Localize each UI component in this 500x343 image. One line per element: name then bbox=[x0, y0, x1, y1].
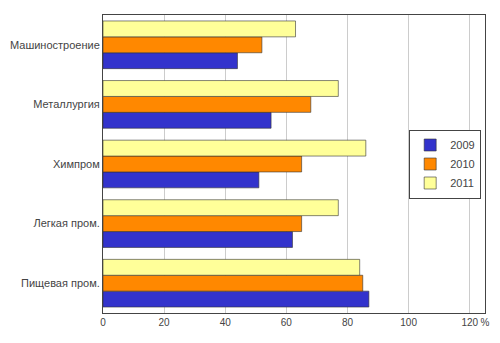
svg-text:100: 100 bbox=[400, 317, 417, 328]
svg-text:2010: 2010 bbox=[450, 158, 474, 170]
svg-text:2009: 2009 bbox=[450, 139, 474, 151]
svg-text:%: % bbox=[481, 317, 490, 328]
svg-text:40: 40 bbox=[220, 317, 232, 328]
svg-text:20: 20 bbox=[159, 317, 171, 328]
svg-text:Пищевая пром.: Пищевая пром. bbox=[21, 277, 100, 289]
svg-text:Металлургия: Металлургия bbox=[33, 98, 100, 110]
svg-text:Машиностроение: Машиностроение bbox=[10, 39, 100, 51]
svg-text:2011: 2011 bbox=[450, 177, 474, 189]
svg-text:120: 120 bbox=[461, 317, 478, 328]
svg-text:0: 0 bbox=[100, 317, 106, 328]
svg-text:80: 80 bbox=[342, 317, 354, 328]
svg-text:60: 60 bbox=[281, 317, 293, 328]
svg-text:Химпром: Химпром bbox=[53, 158, 100, 170]
svg-text:Легкая пром.: Легкая пром. bbox=[33, 217, 99, 229]
